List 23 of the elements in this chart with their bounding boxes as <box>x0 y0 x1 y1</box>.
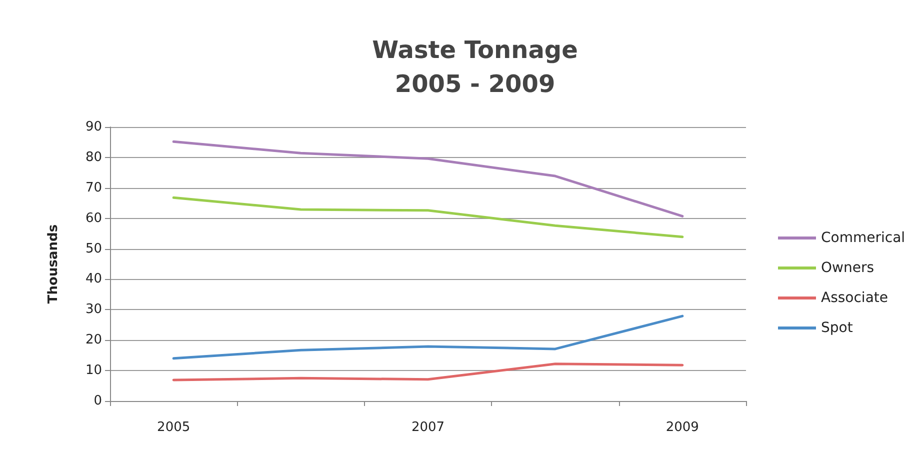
y-tick-label: 30 <box>85 302 102 318</box>
legend-label: Associate <box>821 290 888 306</box>
x-tick-label: 2009 <box>666 420 699 435</box>
y-tick-label: 60 <box>85 210 102 226</box>
line-series <box>172 140 684 218</box>
legend-label: Commerical <box>821 230 906 246</box>
line-series <box>172 362 684 382</box>
y-tick-label: 20 <box>85 332 102 348</box>
y-tick-label: 90 <box>85 120 102 134</box>
y-axis-title: Thousands <box>46 224 61 304</box>
line-series <box>172 314 684 360</box>
y-tick-label: 40 <box>85 272 102 287</box>
legend-label: Spot <box>821 320 854 336</box>
y-tick-label: 0 <box>94 394 102 408</box>
y-tick-label: 50 <box>85 241 102 256</box>
x-tick-label: 2005 <box>157 420 190 435</box>
y-tick-label: 70 <box>85 180 102 196</box>
chart-title: Waste Tonnage 2005 - 2009 <box>372 36 578 98</box>
x-tick-label: 2007 <box>411 420 445 435</box>
y-tick-label: 80 <box>85 150 102 165</box>
line-series <box>172 196 684 238</box>
legend-label: Owners <box>821 260 874 276</box>
y-tick-label: 10 <box>85 363 102 378</box>
